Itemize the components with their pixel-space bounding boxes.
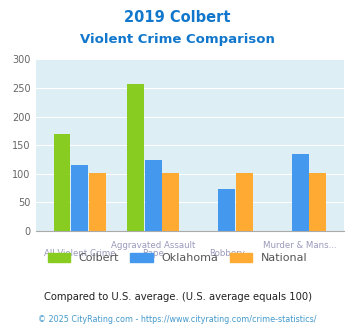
- Text: Violent Crime Comparison: Violent Crime Comparison: [80, 33, 275, 46]
- Text: Rape: Rape: [142, 249, 164, 258]
- Text: All Violent Crime: All Violent Crime: [44, 249, 115, 258]
- Text: Murder & Mans...: Murder & Mans...: [263, 241, 337, 250]
- Bar: [71, 165, 88, 231]
- Legend: Colbert, Oklahoma, National: Colbert, Oklahoma, National: [43, 248, 312, 268]
- Bar: [127, 84, 144, 231]
- Text: 2019 Colbert: 2019 Colbert: [124, 10, 231, 25]
- Bar: [292, 154, 309, 231]
- Bar: [54, 134, 70, 231]
- Text: Compared to U.S. average. (U.S. average equals 100): Compared to U.S. average. (U.S. average …: [44, 292, 311, 302]
- Bar: [236, 173, 253, 231]
- Text: © 2025 CityRating.com - https://www.cityrating.com/crime-statistics/: © 2025 CityRating.com - https://www.city…: [38, 315, 317, 324]
- Text: Robbery: Robbery: [209, 249, 245, 258]
- Bar: [162, 173, 179, 231]
- Bar: [218, 189, 235, 231]
- Text: Aggravated Assault: Aggravated Assault: [111, 241, 195, 250]
- Bar: [310, 173, 326, 231]
- Bar: [145, 159, 162, 231]
- Bar: [89, 173, 106, 231]
